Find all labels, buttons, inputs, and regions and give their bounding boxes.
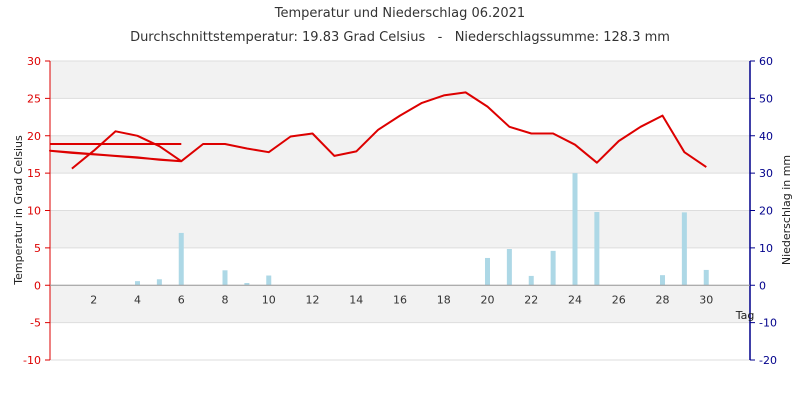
- y-right-tick-label: 60: [759, 55, 773, 68]
- precipitation-bar: [222, 270, 228, 286]
- precipitation-bar: [506, 248, 512, 286]
- x-tick-label: 16: [393, 293, 407, 306]
- x-tick-label: 18: [437, 293, 451, 306]
- x-tick-label: 6: [178, 293, 185, 306]
- precipitation-bar: [528, 275, 534, 286]
- y-right-tick-label: 0: [759, 279, 766, 292]
- precipitation-bar: [178, 232, 184, 286]
- y-left-tick-label: 10: [27, 205, 41, 218]
- precipitation-bar: [550, 250, 556, 286]
- y-right-tick-label: -20: [759, 354, 777, 367]
- precipitation-bar: [266, 275, 272, 286]
- x-tick-label: 10: [262, 293, 276, 306]
- background-bands: [50, 61, 750, 323]
- x-tick-label: 12: [306, 293, 320, 306]
- x-tick-label: 14: [349, 293, 363, 306]
- precipitation-bar: [135, 281, 140, 286]
- y-left-tick-label: 15: [27, 167, 41, 180]
- chart-title: Temperatur und Niederschlag 06.2021: [274, 6, 525, 21]
- y-right-tick-label: 30: [759, 167, 773, 180]
- grid-band: [50, 61, 750, 99]
- y-right-tick-label: 40: [759, 130, 773, 143]
- x-axis-label: Tag: [735, 309, 755, 322]
- precipitation-bar: [660, 275, 665, 286]
- y-axis-right-label: Niederschlag in mm: [780, 155, 793, 265]
- y-left-tick-label: 25: [27, 92, 41, 105]
- x-tick-label: 26: [612, 293, 626, 306]
- y-axis-left-label: Temperatur in Grad Celsius: [12, 135, 25, 286]
- precipitation-bar: [572, 173, 578, 286]
- axes: [45, 60, 755, 361]
- y-right-tick-label: -10: [759, 317, 777, 330]
- y-left-tick-label: -10: [23, 354, 41, 367]
- y-right-tick-label: 20: [759, 205, 773, 218]
- y-left-tick-label: 30: [27, 55, 41, 68]
- precipitation-bar: [681, 212, 687, 286]
- precipitation-bar: [485, 257, 490, 286]
- precipitation-bar: [156, 279, 162, 286]
- grid-band: [50, 285, 750, 323]
- x-tick-label: 28: [656, 293, 670, 306]
- x-tick-label: 22: [524, 293, 538, 306]
- chart-subtitle: Durchschnittstemperatur: 19.83 Grad Cels…: [130, 30, 670, 45]
- grid-band: [50, 135, 750, 174]
- y-left-tick-label: 0: [34, 279, 41, 292]
- x-tick-label: 24: [568, 293, 582, 306]
- x-tick-label: 30: [699, 293, 713, 306]
- y-left-tick-label: -5: [30, 317, 41, 330]
- x-tick-label: 20: [481, 293, 495, 306]
- y-right-tick-label: 50: [759, 92, 773, 105]
- precipitation-bars: [135, 173, 709, 286]
- y-left-tick-label: 5: [34, 242, 41, 255]
- y-right-tick-label: 10: [759, 242, 773, 255]
- precipitation-bar: [244, 283, 250, 286]
- x-tick-label: 8: [222, 293, 229, 306]
- x-tick-label: 2: [90, 293, 97, 306]
- x-tick-label: 4: [134, 293, 141, 306]
- y-left-tick-label: 20: [27, 130, 41, 143]
- precipitation-bar: [594, 211, 600, 286]
- grid-band: [50, 210, 750, 248]
- precipitation-bar: [703, 269, 709, 286]
